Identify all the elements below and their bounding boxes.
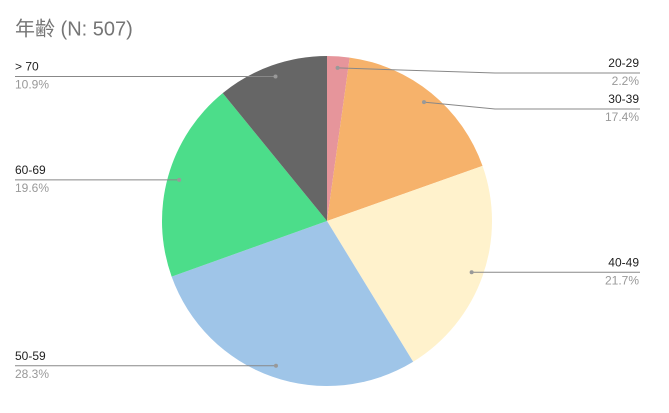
pie-slice <box>327 56 350 221</box>
slice-label: 20-29 <box>608 56 639 70</box>
leader-dot <box>273 74 278 79</box>
pie-slice <box>327 165 492 362</box>
leader-line <box>337 67 640 74</box>
leader-dot <box>469 270 474 275</box>
slice-label: 30-39 <box>608 92 639 106</box>
slice-percent: 10.9% <box>15 78 49 92</box>
pie-slice <box>327 57 483 222</box>
slice-label: 50-59 <box>15 349 46 363</box>
slice-percent: 19.6% <box>15 181 49 195</box>
pie-slice <box>161 93 327 277</box>
leader-line <box>423 101 640 110</box>
pie-slice <box>222 56 327 221</box>
leader-dot <box>273 363 278 368</box>
pie-slice <box>171 221 414 386</box>
slice-percent: 2.2% <box>612 74 640 88</box>
slice-label: > 70 <box>15 60 39 74</box>
slice-percent: 17.4% <box>605 110 639 124</box>
leader-dot <box>177 177 182 182</box>
slice-label: 40-49 <box>608 255 639 269</box>
leader-dot <box>335 65 340 70</box>
leader-dot <box>421 100 426 105</box>
slice-label: 60-69 <box>15 163 46 177</box>
slice-percent: 28.3% <box>15 367 49 381</box>
slice-percent: 21.7% <box>605 273 639 287</box>
chart-title: 年齢 (N: 507) <box>15 17 133 40</box>
